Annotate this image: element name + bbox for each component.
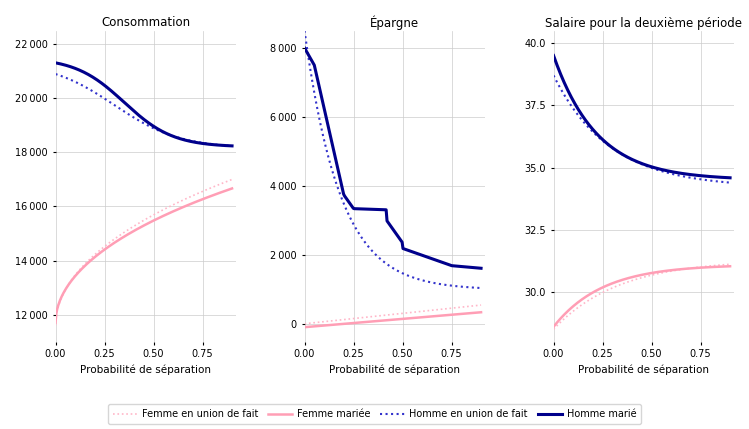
Legend: Femme en union de fait, Femme mariée, Homme en union de fait, Homme marié: Femme en union de fait, Femme mariée, Ho… xyxy=(108,405,641,424)
X-axis label: Probabilité de séparation: Probabilité de séparation xyxy=(80,365,211,375)
X-axis label: Probabilité de séparation: Probabilité de séparation xyxy=(578,365,709,375)
Title: Consommation: Consommation xyxy=(101,16,190,30)
Title: Épargne: Épargne xyxy=(370,15,419,30)
Title: Salaire pour la deuxième période: Salaire pour la deuxième période xyxy=(545,16,742,30)
X-axis label: Probabilité de séparation: Probabilité de séparation xyxy=(330,365,460,375)
